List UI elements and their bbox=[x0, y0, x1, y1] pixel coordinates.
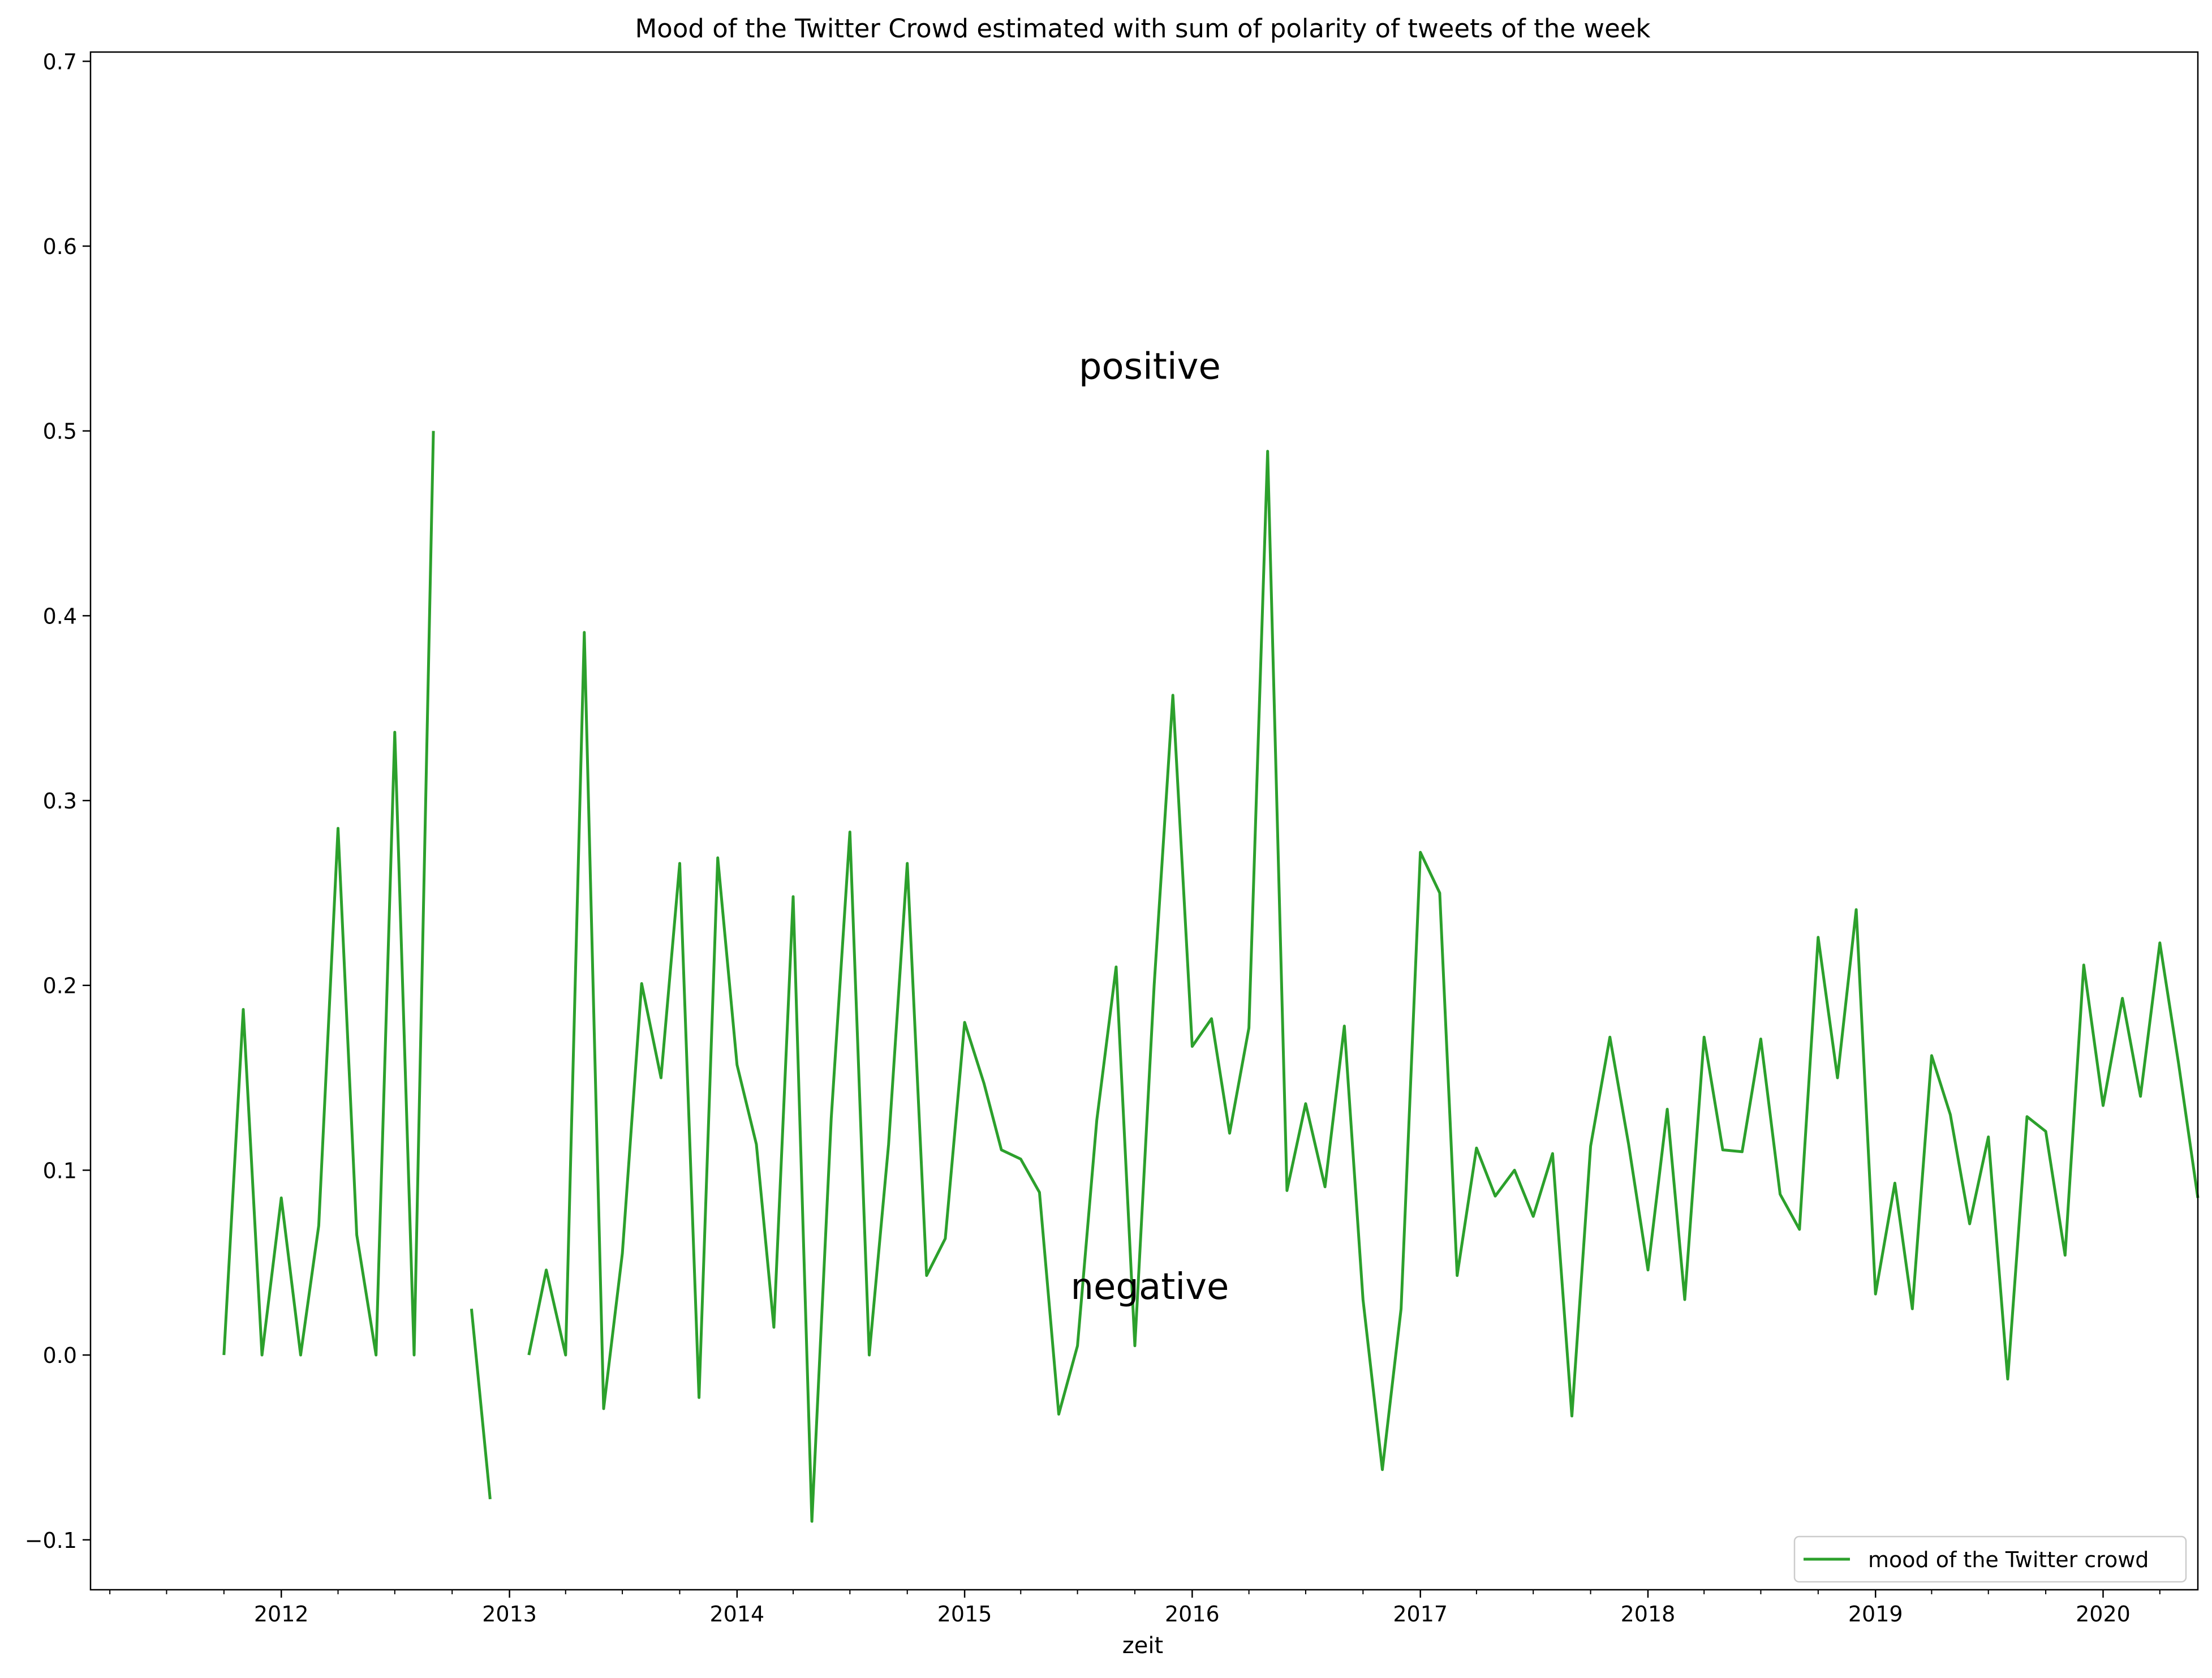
annotation-negative: negative bbox=[1070, 1266, 1229, 1308]
legend-label: mood of the Twitter crowd bbox=[1868, 1547, 2149, 1572]
y-tick-label: −0.1 bbox=[25, 1528, 77, 1553]
y-tick-label: 0.4 bbox=[43, 604, 77, 629]
annotation-positive: positive bbox=[1079, 346, 1221, 388]
x-tick-label: 2012 bbox=[254, 1602, 309, 1627]
series-line-segment bbox=[222, 431, 435, 1357]
y-tick-label: 0.6 bbox=[43, 234, 77, 259]
x-tick-label: 2019 bbox=[1848, 1602, 1903, 1627]
chart-title: Mood of the Twitter Crowd estimated with… bbox=[635, 14, 1650, 44]
series-line-segment bbox=[527, 450, 2200, 1523]
x-tick-label: 2020 bbox=[2076, 1602, 2131, 1627]
y-axis: −0.1 0.0 0.1 0.2 0.3 0.4 0.5 0.6 0.7 bbox=[25, 49, 91, 1553]
annotations: positive negative bbox=[1070, 346, 1229, 1308]
x-axis-label: zeit bbox=[1122, 1633, 1163, 1659]
y-tick-label: 0.7 bbox=[43, 49, 77, 74]
y-tick-label: 0.1 bbox=[43, 1158, 77, 1183]
series-line-segment bbox=[470, 1309, 492, 1500]
y-tick-label: 0.3 bbox=[43, 789, 77, 814]
axes-frame bbox=[89, 51, 2199, 1591]
plot-area bbox=[89, 51, 2200, 1591]
y-tick-label: 0.2 bbox=[43, 974, 77, 999]
y-tick-label: 0.0 bbox=[43, 1343, 77, 1368]
x-tick-label: 2018 bbox=[1621, 1602, 1676, 1627]
x-tick-label: 2016 bbox=[1165, 1602, 1220, 1627]
x-tick-label: 2017 bbox=[1393, 1602, 1448, 1627]
legend-box bbox=[1793, 1535, 2187, 1583]
x-tick-label: 2014 bbox=[709, 1602, 764, 1627]
y-tick-label: 0.5 bbox=[43, 419, 77, 444]
x-tick-label: 2015 bbox=[937, 1602, 992, 1627]
series-lines bbox=[222, 431, 2200, 1523]
x-tick-label: 2013 bbox=[482, 1602, 537, 1627]
x-axis: 2012 2013 2014 2015 2016 2017 2018 2019 2020 bbox=[109, 1590, 2161, 1627]
legend: mood of the Twitter crowd bbox=[1793, 1535, 2187, 1583]
